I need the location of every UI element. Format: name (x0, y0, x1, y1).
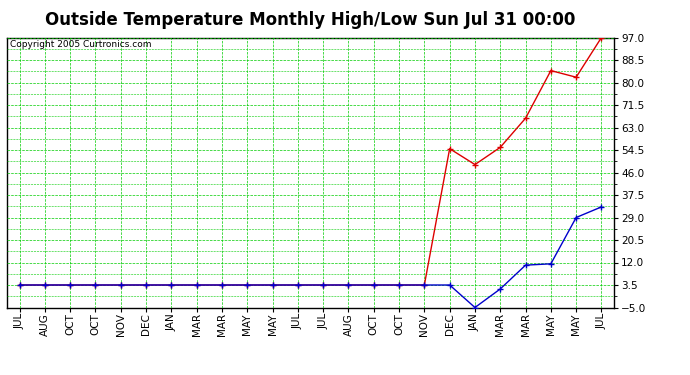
Text: Copyright 2005 Curtronics.com: Copyright 2005 Curtronics.com (10, 40, 151, 49)
Text: Outside Temperature Monthly High/Low Sun Jul 31 00:00: Outside Temperature Monthly High/Low Sun… (46, 11, 575, 29)
